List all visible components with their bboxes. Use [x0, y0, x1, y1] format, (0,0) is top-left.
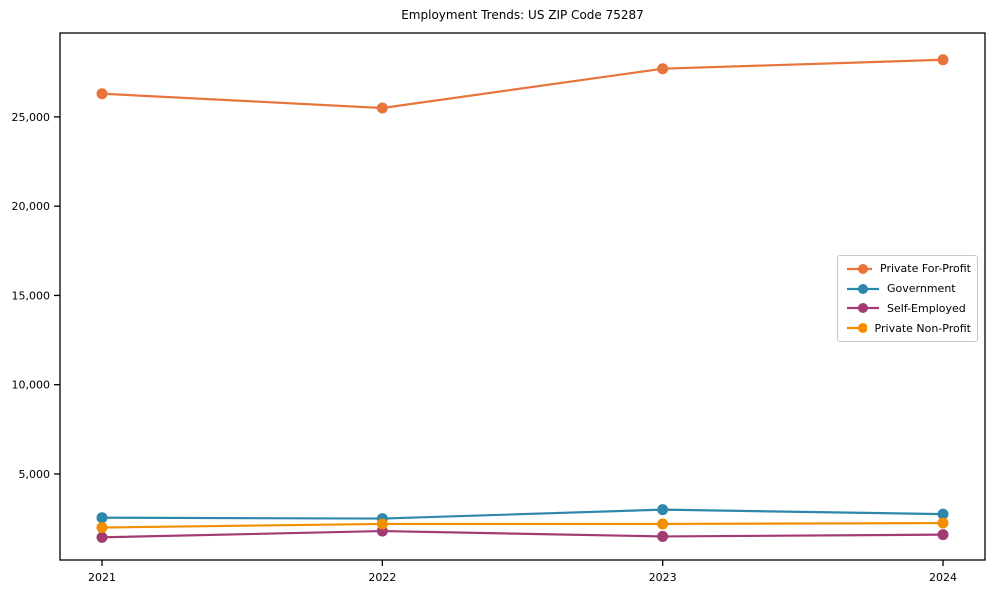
data-point	[657, 504, 669, 516]
data-point	[376, 102, 388, 114]
legend-label: Private For-Profit	[880, 262, 971, 276]
chart-title: Employment Trends: US ZIP Code 75287	[401, 8, 644, 22]
svg-text:15,000: 15,000	[12, 289, 51, 302]
svg-text:2024: 2024	[929, 571, 957, 584]
svg-text:2021: 2021	[88, 571, 116, 584]
legend-marker-self-employed	[847, 303, 879, 314]
y-tick: 25,000	[12, 111, 60, 124]
y-tick: 10,000	[12, 379, 60, 392]
svg-text:2023: 2023	[649, 571, 677, 584]
svg-text:5,000: 5,000	[19, 468, 51, 481]
legend-item-government: Government	[847, 280, 971, 298]
legend-item-private-non-profit: Private Non-Profit	[847, 319, 971, 337]
legend-item-self-employed: Self-Employed	[847, 299, 971, 317]
x-tick: 2022	[368, 560, 396, 584]
y-tick: 15,000	[12, 289, 60, 302]
data-point	[937, 517, 949, 529]
data-point	[657, 518, 669, 530]
chart-legend: Private For-Profit Government Self-Employe…	[837, 255, 978, 342]
svg-text:2022: 2022	[368, 571, 396, 584]
series-private-non-profit	[96, 517, 949, 534]
legend-item-private-for-profit: Private For-Profit	[847, 260, 971, 278]
legend-marker-government	[847, 283, 879, 294]
data-point	[937, 508, 949, 520]
data-point	[96, 522, 108, 534]
legend-label: Private Non-Profit	[874, 321, 971, 335]
series-private-for-profit	[96, 54, 949, 114]
legend-label: Self-Employed	[887, 301, 966, 315]
series-government	[96, 504, 949, 525]
data-point	[96, 531, 108, 543]
svg-text:10,000: 10,000	[12, 379, 51, 392]
x-tick: 2021	[88, 560, 116, 584]
legend-marker-private-for-profit	[847, 263, 872, 274]
data-point	[937, 529, 949, 541]
plot-area	[59, 32, 986, 561]
y-tick: 20,000	[12, 200, 60, 213]
legend-marker-private-non-profit	[847, 323, 867, 334]
series-self-employed	[96, 525, 949, 543]
data-point	[657, 530, 669, 542]
svg-text:25,000: 25,000	[12, 111, 51, 124]
data-point	[96, 88, 108, 100]
data-point	[96, 512, 108, 524]
data-point	[376, 518, 388, 530]
data-point	[937, 54, 949, 66]
x-tick: 2024	[929, 560, 957, 584]
data-point	[657, 63, 669, 75]
legend-label: Government	[887, 282, 956, 296]
x-tick: 2023	[649, 560, 677, 584]
svg-text:20,000: 20,000	[12, 200, 51, 213]
y-tick: 5,000	[19, 468, 60, 481]
